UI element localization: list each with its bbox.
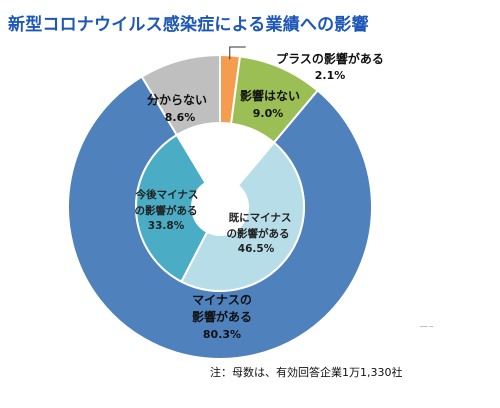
label-plus: プラスの影響がある bbox=[276, 51, 384, 66]
label-already-line2: の影響がある bbox=[227, 227, 290, 240]
slice-unknown bbox=[140, 53, 221, 137]
label-none: 影響はない bbox=[240, 88, 300, 103]
label-minus-line2: 影響がある bbox=[192, 309, 252, 324]
label-unknown: 分からない bbox=[147, 92, 207, 107]
label-minus-line1: マイナスの bbox=[192, 293, 252, 307]
label-none-value: 9.0% bbox=[253, 107, 284, 120]
label-unknown-value: 8.6% bbox=[165, 111, 196, 124]
label-future-line2: の影響がある bbox=[135, 204, 198, 217]
small-mark: ～～ ～ bbox=[420, 324, 434, 329]
label-plus-value: 2.1% bbox=[315, 69, 346, 82]
label-already-value: 46.5% bbox=[238, 243, 275, 255]
chart-title: 新型コロナウイルス感染症による業績への影響 bbox=[8, 15, 369, 35]
label-future-line1: 今後マイナス bbox=[135, 188, 199, 201]
inner-slice-already bbox=[180, 141, 305, 292]
label-already-line1: 既にマイナス bbox=[229, 212, 292, 224]
label-minus-value: 80.3% bbox=[203, 328, 241, 341]
footnote: 注：母数は、有効回答企業1万1,330社 bbox=[210, 366, 403, 379]
leader-line-plus bbox=[229, 46, 246, 60]
inner-slice-future bbox=[135, 133, 209, 283]
label-future-value: 33.8% bbox=[148, 220, 185, 232]
